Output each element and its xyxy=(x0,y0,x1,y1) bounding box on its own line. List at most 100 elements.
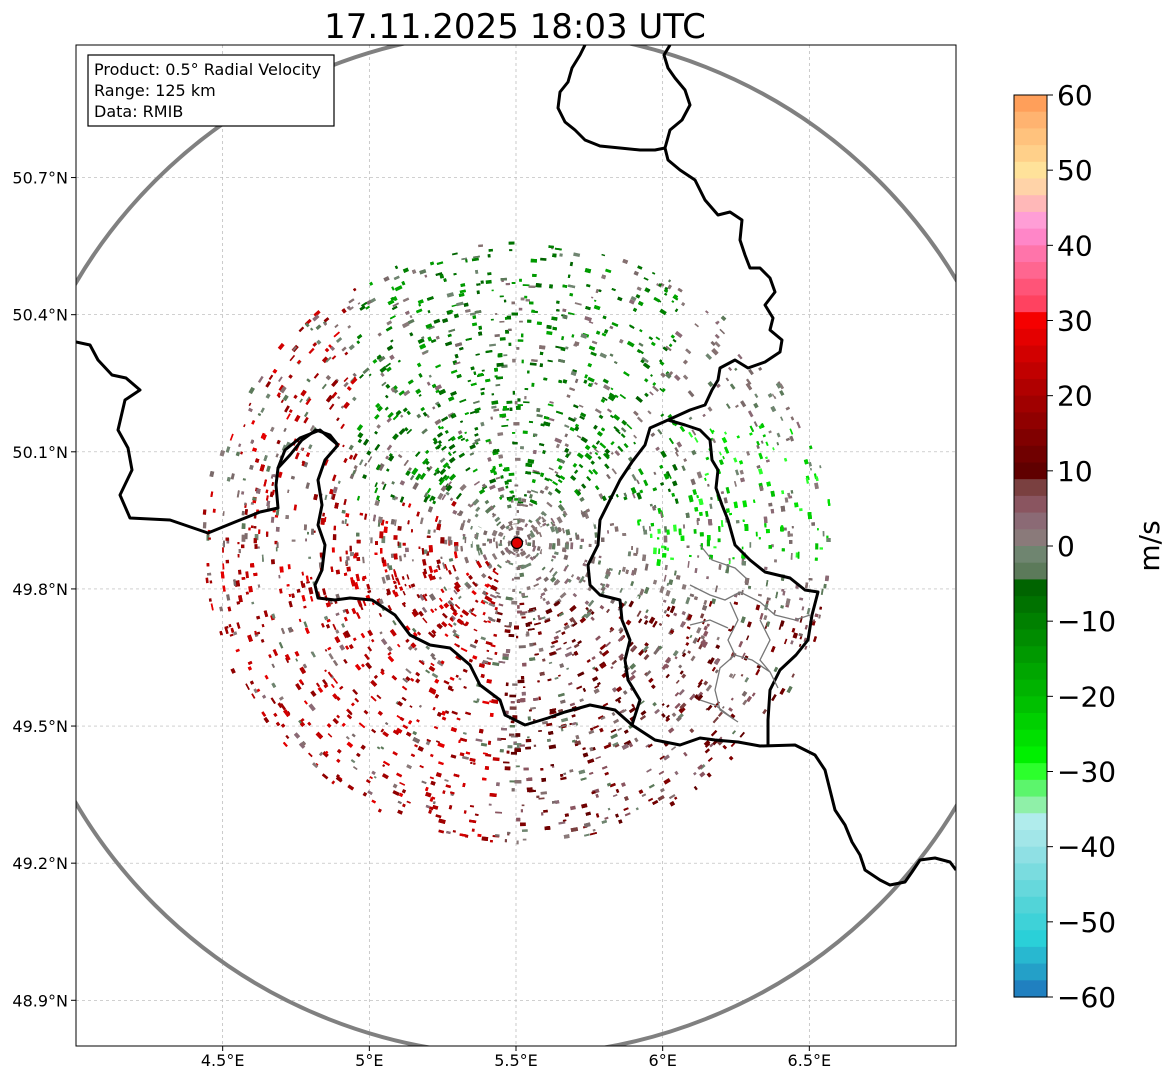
velocity-echo-bin xyxy=(416,413,422,419)
velocity-echo-bin xyxy=(673,612,678,617)
velocity-echo-bin xyxy=(690,478,696,486)
velocity-echo-bin xyxy=(357,302,361,305)
velocity-echo-bin xyxy=(754,393,759,399)
velocity-echo-bin xyxy=(209,580,213,584)
velocity-echo-bin xyxy=(785,604,790,608)
velocity-echo-bin xyxy=(600,398,606,403)
velocity-echo-bin xyxy=(555,443,561,449)
velocity-echo-bin xyxy=(776,432,781,438)
velocity-echo-bin xyxy=(346,305,351,310)
velocity-echo-bin xyxy=(675,584,681,591)
velocity-echo-bin xyxy=(637,265,643,270)
velocity-echo-bin xyxy=(734,367,738,371)
velocity-echo-bin xyxy=(742,519,745,522)
velocity-echo-bin xyxy=(433,439,439,445)
velocity-echo-bin xyxy=(569,261,574,267)
velocity-echo-bin xyxy=(482,611,486,616)
velocity-echo-bin xyxy=(459,398,467,403)
velocity-echo-bin xyxy=(522,595,529,599)
velocity-echo-bin xyxy=(691,449,697,456)
velocity-echo-bin xyxy=(505,485,509,489)
velocity-echo-bin xyxy=(797,551,800,559)
velocity-echo-bin xyxy=(519,744,525,747)
velocity-echo-bin xyxy=(730,742,736,748)
velocity-echo-bin xyxy=(738,640,744,648)
velocity-echo-bin xyxy=(392,620,397,626)
velocity-echo-bin xyxy=(426,381,431,386)
velocity-echo-bin xyxy=(415,388,422,395)
velocity-echo-bin xyxy=(703,599,708,605)
velocity-echo-bin xyxy=(536,407,541,413)
velocity-echo-bin xyxy=(548,284,554,289)
velocity-echo-bin xyxy=(580,436,589,444)
velocity-echo-bin xyxy=(512,683,518,686)
velocity-echo-bin xyxy=(235,648,240,653)
velocity-echo-bin xyxy=(613,718,620,724)
velocity-echo-bin xyxy=(754,418,760,423)
velocity-echo-bin xyxy=(464,431,468,435)
velocity-echo-bin xyxy=(588,321,594,324)
velocity-echo-bin xyxy=(250,563,255,568)
velocity-echo-bin xyxy=(594,408,602,414)
velocity-echo-bin xyxy=(781,548,785,552)
velocity-echo-bin xyxy=(783,638,788,645)
velocity-echo-bin xyxy=(520,675,525,680)
velocity-echo-bin xyxy=(504,317,508,320)
velocity-echo-bin xyxy=(520,446,524,450)
velocity-echo-bin xyxy=(801,606,805,611)
velocity-echo-bin xyxy=(405,638,410,643)
velocity-echo-bin xyxy=(525,738,532,743)
velocity-echo-bin xyxy=(663,574,667,582)
velocity-echo-bin xyxy=(370,537,373,544)
velocity-echo-bin xyxy=(549,502,553,506)
velocity-echo-bin xyxy=(686,545,690,548)
velocity-echo-bin xyxy=(544,525,550,530)
velocity-echo-bin xyxy=(665,673,670,679)
velocity-echo-bin xyxy=(573,643,580,649)
velocity-echo-bin xyxy=(481,483,487,489)
velocity-echo-bin xyxy=(512,358,516,363)
velocity-echo-bin xyxy=(536,413,543,418)
velocity-echo-bin xyxy=(497,737,502,741)
velocity-echo-bin xyxy=(705,510,709,517)
velocity-echo-bin xyxy=(225,559,230,564)
velocity-echo-bin xyxy=(402,267,409,273)
velocity-echo-bin xyxy=(527,542,532,546)
velocity-echo-bin xyxy=(746,375,753,382)
velocity-echo-bin xyxy=(508,241,515,245)
velocity-echo-bin xyxy=(514,401,518,405)
velocity-echo-bin xyxy=(659,308,667,316)
velocity-echo-bin xyxy=(315,682,321,688)
velocity-echo-bin xyxy=(478,728,484,734)
velocity-echo-bin xyxy=(704,748,711,754)
velocity-echo-bin xyxy=(241,491,245,495)
velocity-echo-bin xyxy=(518,645,526,649)
velocity-echo-bin xyxy=(490,318,494,321)
velocity-echo-bin xyxy=(305,482,310,489)
velocity-echo-bin xyxy=(458,677,462,681)
velocity-echo-bin xyxy=(362,474,368,480)
velocity-echo-bin xyxy=(650,432,656,438)
velocity-echo-bin xyxy=(706,539,710,547)
velocity-echo-bin xyxy=(308,556,312,559)
velocity-echo-bin xyxy=(517,519,520,524)
velocity-echo-bin xyxy=(451,710,458,716)
velocity-echo-bin xyxy=(764,523,767,528)
velocity-echo-bin xyxy=(547,738,551,742)
velocity-echo-bin xyxy=(648,783,655,789)
velocity-echo-bin xyxy=(241,510,245,516)
velocity-echo-bin xyxy=(303,411,309,418)
velocity-echo-bin xyxy=(489,712,494,717)
velocity-echo-bin xyxy=(528,709,532,712)
velocity-echo-bin xyxy=(489,593,498,599)
velocity-echo-bin xyxy=(697,678,704,686)
velocity-echo-bin xyxy=(421,558,427,566)
velocity-echo-bin xyxy=(320,622,325,628)
velocity-echo-bin xyxy=(733,457,738,463)
velocity-echo-bin xyxy=(374,552,378,556)
velocity-echo-bin xyxy=(707,381,714,388)
velocity-echo-bin xyxy=(356,424,364,432)
velocity-echo-bin xyxy=(478,325,483,330)
velocity-echo-bin xyxy=(376,746,381,750)
velocity-echo-bin xyxy=(513,422,520,426)
